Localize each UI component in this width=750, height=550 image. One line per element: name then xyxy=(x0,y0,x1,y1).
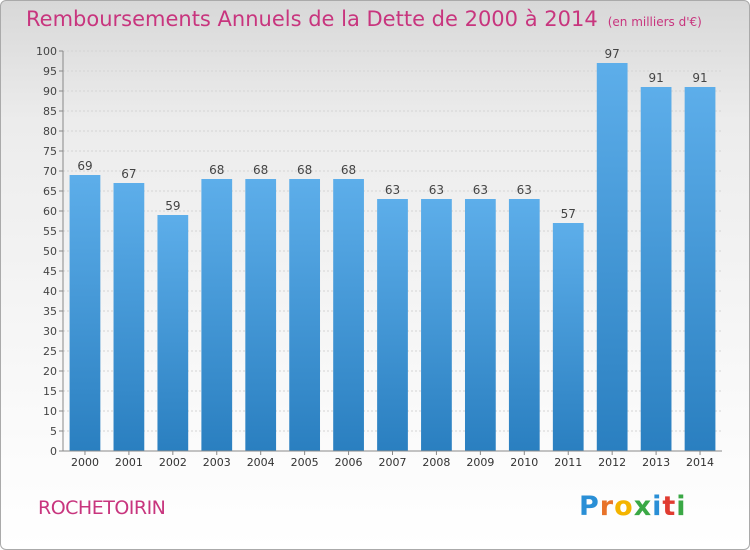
y-tick-label: 95 xyxy=(43,65,57,78)
data-label-2003: 68 xyxy=(209,163,224,177)
logo-letter: x xyxy=(633,491,653,522)
logo-letter: t xyxy=(662,491,677,522)
x-tick-label-2009: 2009 xyxy=(466,456,494,469)
y-tick-label: 10 xyxy=(43,405,57,418)
x-tick-label-2008: 2008 xyxy=(422,456,450,469)
commune-name: ROCHETOIRIN xyxy=(38,497,166,519)
y-tick-label: 45 xyxy=(43,265,57,278)
x-tick-label-2012: 2012 xyxy=(598,456,626,469)
data-label-2008: 63 xyxy=(429,183,444,197)
y-tick-label: 75 xyxy=(43,145,57,158)
bars xyxy=(69,63,716,451)
title-text: Remboursements Annuels de la Dette de 20… xyxy=(26,7,598,31)
data-label-2012: 97 xyxy=(605,47,620,61)
logo-letter: o xyxy=(614,491,634,522)
logo-letter: i xyxy=(652,491,663,522)
data-label-2010: 63 xyxy=(517,183,532,197)
x-tick-label-2001: 2001 xyxy=(115,456,143,469)
bar-2012 xyxy=(596,63,628,451)
unit-text: (en milliers d'€) xyxy=(607,15,702,29)
y-tick-label: 85 xyxy=(43,105,57,118)
proxiti-logo: Proxiti xyxy=(579,491,687,522)
data-label-2007: 63 xyxy=(385,183,400,197)
data-label-2006: 68 xyxy=(341,163,356,177)
logo-letter: i xyxy=(676,491,687,522)
data-label-2002: 59 xyxy=(165,199,180,213)
bar-2009 xyxy=(464,199,496,451)
bar-2005 xyxy=(289,179,321,451)
y-tick-label: 90 xyxy=(43,85,57,98)
bar-2004 xyxy=(245,179,277,451)
x-tick-label-2010: 2010 xyxy=(510,456,538,469)
y-tick-label: 80 xyxy=(43,125,57,138)
bar-2011 xyxy=(552,223,584,451)
x-tick-label-2005: 2005 xyxy=(291,456,319,469)
bar-2002 xyxy=(157,215,189,451)
data-label-2004: 68 xyxy=(253,163,268,177)
x-tick-label-2000: 2000 xyxy=(71,456,99,469)
y-tick-label: 40 xyxy=(43,285,57,298)
bar-2007 xyxy=(377,199,408,451)
x-tick-label-2006: 2006 xyxy=(335,456,363,469)
data-label-2000: 69 xyxy=(77,159,92,173)
bar-2003 xyxy=(201,179,233,451)
data-label-2011: 57 xyxy=(561,207,576,221)
bar-2000 xyxy=(69,175,101,451)
data-label-2014: 91 xyxy=(692,71,707,85)
y-tick-label: 20 xyxy=(43,365,57,378)
logo-letter: P xyxy=(579,491,600,522)
data-label-2013: 91 xyxy=(648,71,663,85)
data-label-2009: 63 xyxy=(473,183,488,197)
logo-letter: r xyxy=(599,491,615,522)
bar-2010 xyxy=(508,199,540,451)
y-tick-label: 35 xyxy=(43,305,57,318)
bar-2006 xyxy=(333,179,364,451)
y-tick-label: 100 xyxy=(36,45,57,58)
data-label-2001: 67 xyxy=(121,167,136,181)
y-tick-label: 65 xyxy=(43,185,57,198)
x-tick-label-2003: 2003 xyxy=(203,456,231,469)
y-tick-label: 60 xyxy=(43,205,57,218)
y-tick-label: 55 xyxy=(43,225,57,238)
data-labels: 69 67 59 68 68 68 68 63 63 63 63 57 97 91 91 xyxy=(77,47,707,221)
y-tick-label: 25 xyxy=(43,345,57,358)
bar-2014 xyxy=(684,87,716,451)
bar-2001 xyxy=(113,183,145,451)
y-tick-label: 70 xyxy=(43,165,57,178)
bar-2008 xyxy=(421,199,452,451)
x-tick-label-2007: 2007 xyxy=(379,456,407,469)
data-label-2005: 68 xyxy=(297,163,312,177)
x-tick-label-2004: 2004 xyxy=(247,456,275,469)
chart-title: Remboursements Annuels de la Dette de 20… xyxy=(26,7,702,31)
y-tick-label: 30 xyxy=(43,325,57,338)
x-tick-label-2014: 2014 xyxy=(686,456,714,469)
x-tick-label-2002: 2002 xyxy=(159,456,187,469)
x-tick-label-2013: 2013 xyxy=(642,456,670,469)
y-tick-label: 15 xyxy=(43,385,57,398)
y-tick-label: 0 xyxy=(50,445,57,458)
y-tick-label: 5 xyxy=(50,425,57,438)
bar-2013 xyxy=(640,87,672,451)
y-tick-label: 50 xyxy=(43,245,57,258)
axes: 0 5 10 15 20 25 30 35 40 45 50 55 60 65 70 75 80 85 90 95 10… xyxy=(36,45,722,469)
x-tick-label-2011: 2011 xyxy=(554,456,582,469)
